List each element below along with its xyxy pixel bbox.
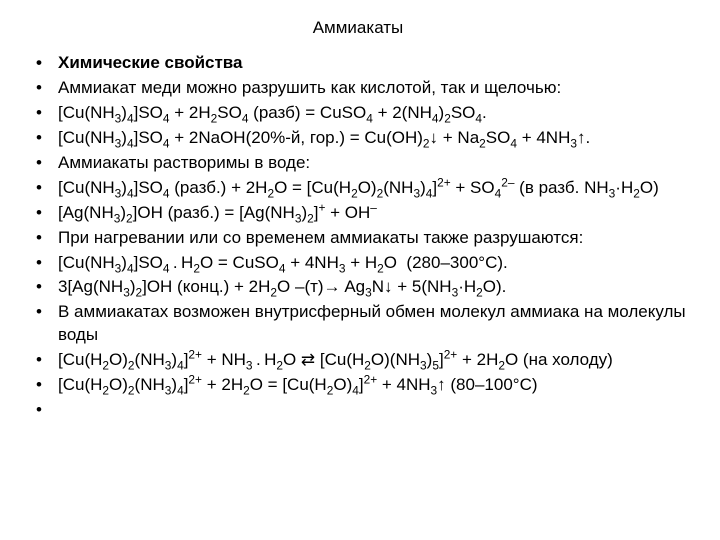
slide-body: Химические свойстваАммиакат меди можно р… [30, 52, 686, 397]
bullet-item: Аммиакаты растворимы в воде: [30, 152, 686, 175]
slide-title: Аммиакаты [30, 18, 686, 38]
bullet-item: При нагревании или со временем аммиакаты… [30, 227, 686, 250]
bullet-item: [Ag(NH3)2]OH (разб.) = [Ag(NH3)2]+ + OH– [30, 202, 686, 225]
bullet-item: [Cu(H2O)2(NH3)4]2+ + NH3 . H2O ⇄ [Cu(H2O… [30, 349, 686, 372]
bullet-item: Аммиакат меди можно разрушить как кислот… [30, 77, 686, 100]
bullet-item: [Cu(NH3)4]SO4 . H2O = CuSO4 + 4NH3 + H2O… [30, 252, 686, 275]
bullet-item: Химические свойства [30, 52, 686, 75]
bullet-item: [Cu(NH3)4]SO4 (разб.) + 2H2O = [Cu(H2O)2… [30, 177, 686, 200]
bullet-item: [Cu(NH3)4]SO4 + 2NaOH(20%-й, гор.) = Cu(… [30, 127, 686, 150]
bullet-item: В аммиакатах возможен внутрисферный обме… [30, 301, 686, 347]
bullet-item: 3[Ag(NH3)2]OH (конц.) + 2H2O –(т)→ Ag3N↓… [30, 276, 686, 299]
bullet-item: [Cu(NH3)4]SO4 + 2H2SO4 (разб) = CuSO4 + … [30, 102, 686, 125]
slide: Аммиакаты Химические свойстваАммиакат ме… [0, 0, 720, 540]
bullet-item: [Cu(H2O)2(NH3)4]2+ + 2H2O = [Cu(H2O)4]2+… [30, 374, 686, 397]
